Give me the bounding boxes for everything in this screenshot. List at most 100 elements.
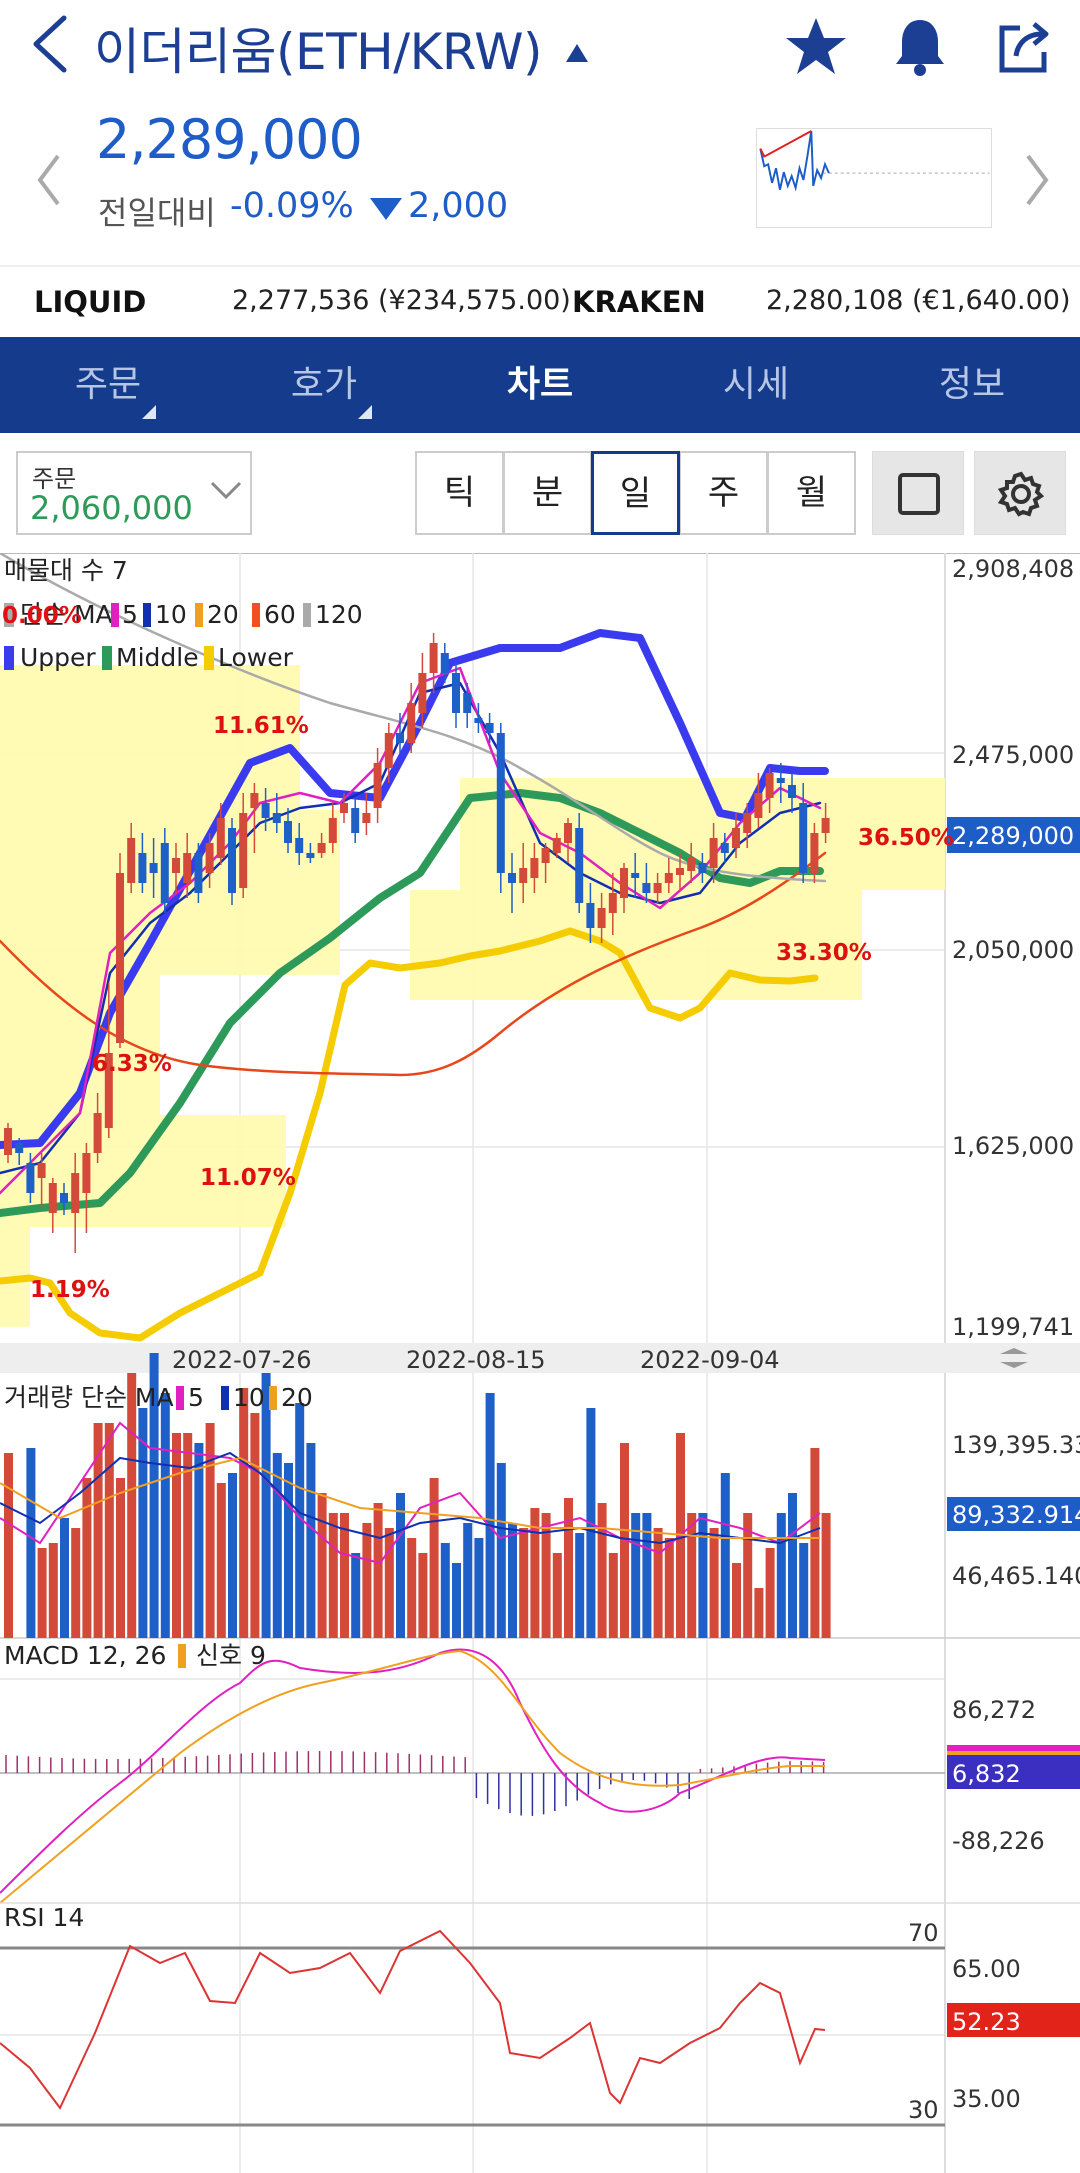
chevron-right-icon[interactable] (1022, 150, 1052, 210)
profile-percent-label: 0.00% (2, 603, 82, 629)
bb-legend-middle: Middle (116, 643, 199, 672)
period-minute-button[interactable]: 분 (503, 451, 592, 535)
volume-bar (407, 1538, 417, 1638)
chevron-left-icon[interactable] (34, 150, 64, 210)
candle-body (418, 673, 427, 713)
tab-menu-corner-icon (358, 405, 372, 419)
volume-bar (183, 1433, 193, 1638)
rsi-axis-label: 65.00 (952, 1955, 1021, 1983)
candle-body (48, 1183, 57, 1213)
volume-bar (194, 1443, 204, 1638)
volume-bar (104, 1423, 114, 1638)
volume-bar (687, 1513, 697, 1638)
volume-bar (429, 1478, 439, 1638)
tab-quotes[interactable]: 시세 (722, 364, 790, 405)
volume-profile-legend: 매물대 수 7 (4, 556, 128, 585)
volume-bar (463, 1523, 473, 1638)
candle-body (250, 793, 259, 808)
bell-icon[interactable] (888, 14, 952, 78)
date-axis-label: 2022-08-15 (406, 1346, 545, 1374)
candle-body (149, 863, 158, 873)
volume-bar (351, 1553, 361, 1638)
volume-bar (485, 1393, 495, 1638)
chart-canvas[interactable]: 2,908,408 2,475,000 2,050,000 1,625,000 … (0, 551, 1080, 2173)
exchange-name: LIQUID (34, 285, 147, 319)
candle-body (396, 733, 404, 743)
candle-body (720, 843, 729, 853)
candle-body (642, 883, 651, 893)
order-price-select[interactable]: 주문 2,060,000 (16, 451, 252, 535)
volume-ma-legend: 10 (233, 1383, 265, 1412)
candle-body (564, 823, 572, 843)
rsi-level-label: 70 (908, 1919, 939, 1947)
volume-bar (519, 1528, 529, 1638)
volume-bar (306, 1443, 316, 1638)
current-price-badge-text: 2,289,000 (952, 822, 1074, 850)
chart-area[interactable]: 2,908,408 2,475,000 2,050,000 1,625,000 … (0, 551, 1080, 2173)
candle-body (93, 1113, 102, 1153)
candlestick-series (4, 633, 830, 1253)
date-axis-label: 2022-07-26 (172, 1346, 311, 1374)
candle-body (608, 893, 617, 913)
volume-bar (653, 1528, 663, 1638)
share-icon[interactable] (994, 14, 1058, 78)
volume-bar (384, 1528, 394, 1638)
tab-info[interactable]: 정보 (938, 364, 1006, 405)
candle-body (15, 1143, 24, 1153)
tab-chart[interactable]: 차트 (506, 364, 574, 405)
volume-bar (788, 1493, 797, 1638)
square-icon (898, 473, 940, 515)
volume-bar (272, 1453, 282, 1638)
fullscreen-button[interactable] (872, 451, 964, 535)
star-icon[interactable] (784, 14, 848, 78)
candle-body (440, 653, 449, 673)
period-week-button[interactable]: 주 (679, 451, 768, 535)
resize-handle-icon[interactable] (1000, 1348, 1028, 1368)
period-day-button[interactable]: 일 (591, 451, 680, 535)
volume-bar (340, 1513, 349, 1638)
volume-bar (631, 1513, 641, 1638)
volume-bar (160, 1393, 170, 1638)
volume-bar (564, 1498, 573, 1638)
ma-legend-item: 120 (315, 600, 363, 629)
candle-body (776, 778, 785, 783)
profile-percent-label: 11.61% (213, 713, 309, 739)
ma-legend-item: 20 (207, 600, 239, 629)
volume-bar (317, 1493, 327, 1638)
candle-body (362, 813, 371, 823)
order-price-label: 주문 (32, 465, 77, 493)
change-label: 전일대비 (98, 194, 216, 232)
volume-bar (709, 1528, 719, 1638)
candle-body (205, 843, 214, 873)
volume-bar (261, 1373, 271, 1638)
candle-body (328, 818, 337, 843)
candle-body (821, 818, 830, 833)
period-month-button[interactable]: 월 (767, 451, 856, 535)
sparkline-chart[interactable] (756, 128, 992, 228)
candle-body (284, 821, 292, 843)
volume-bar (608, 1553, 618, 1638)
date-axis-label: 2022-09-04 (640, 1346, 779, 1374)
volume-bar (216, 1483, 226, 1638)
candle-body (228, 828, 236, 893)
header: 이더리움(ETH/KRW) 2,289,000 전일대비 -0.09% 2,00… (0, 0, 1080, 265)
page-title[interactable]: 이더리움(ETH/KRW) (94, 23, 543, 81)
tab-order[interactable]: 주문 (74, 364, 142, 405)
volume-bar (4, 1453, 13, 1638)
volume-bar (82, 1478, 92, 1638)
title-dropdown-icon[interactable] (566, 44, 588, 62)
macd-histogram (5, 1751, 825, 1816)
candle-body (485, 723, 494, 733)
tab-orderbook[interactable]: 호가 (290, 364, 358, 405)
settings-button[interactable] (974, 451, 1066, 535)
candle-body (160, 843, 169, 903)
rsi-current-badge-text: 52.23 (952, 2008, 1021, 2036)
volume-axis-label: 46,465.140 (952, 1562, 1080, 1590)
candle-body (765, 773, 774, 798)
candle-body (261, 803, 270, 818)
period-tick-button[interactable]: 틱 (415, 451, 504, 535)
candle-body (272, 813, 281, 823)
ma-legend-item: 5 (122, 600, 138, 629)
back-icon[interactable] (28, 14, 72, 74)
volume-bar (93, 1423, 103, 1638)
